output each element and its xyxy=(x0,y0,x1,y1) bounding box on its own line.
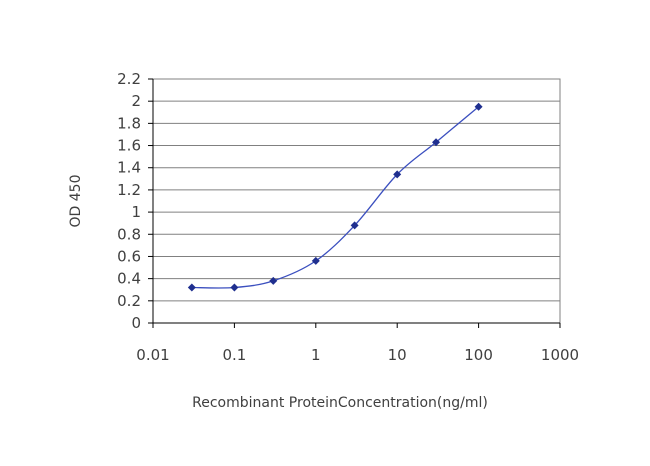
y-tick-label: 0.8 xyxy=(117,225,141,243)
y-tick-label: 0.2 xyxy=(117,292,141,310)
y-axis-title: OD 450 xyxy=(68,175,84,228)
plot-area-frame xyxy=(152,78,561,324)
y-tick-label: 1 xyxy=(131,203,141,221)
data-point-marker xyxy=(230,283,239,292)
y-tick-label: 1.2 xyxy=(117,181,141,199)
data-point-marker xyxy=(393,170,402,179)
x-tick-label: 1 xyxy=(311,346,321,364)
y-tick-label: 1.6 xyxy=(117,137,141,155)
data-series xyxy=(187,102,483,292)
gridlines xyxy=(153,100,560,302)
tick-labels: 0 0.2 0.4 0.6 0.8 1 1.2 1.4 1.6 1.8 2 2.2 0.01 0.1 1 10… xyxy=(117,70,579,364)
data-point-marker xyxy=(187,283,196,292)
data-point-marker xyxy=(350,221,359,230)
data-point-marker xyxy=(269,276,278,285)
y-tick-label: 1.8 xyxy=(117,114,141,132)
x-tick-label: 0.1 xyxy=(222,346,246,364)
y-tick-label: 0 xyxy=(131,314,141,332)
series-line xyxy=(191,106,480,289)
y-tick-label: 1.4 xyxy=(117,159,141,177)
y-tick-label: 0.6 xyxy=(117,247,141,265)
y-tick-label: 0.4 xyxy=(117,270,141,288)
x-axis-title: Recombinant ProteinConcentration(ng/ml) xyxy=(192,395,488,411)
data-point-marker xyxy=(432,138,441,147)
x-tick-label: 10 xyxy=(388,346,407,364)
data-point-marker xyxy=(311,256,320,265)
data-point-marker xyxy=(474,102,483,111)
y-tick-label: 2 xyxy=(131,92,141,110)
x-tick-label: 1000 xyxy=(541,346,579,364)
x-tick-label: 0.01 xyxy=(136,346,169,364)
x-tick-label: 100 xyxy=(464,346,493,364)
axis-ticks xyxy=(148,78,561,328)
y-tick-label: 2.2 xyxy=(117,70,141,88)
